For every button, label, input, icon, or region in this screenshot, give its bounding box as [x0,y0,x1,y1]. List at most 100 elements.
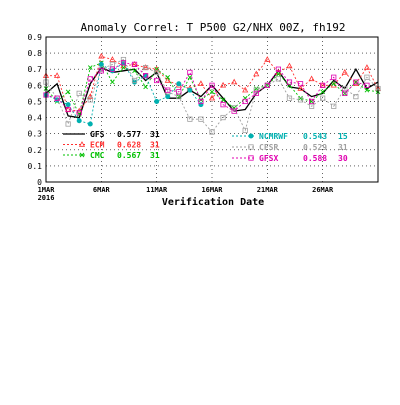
data-point [331,81,337,87]
legend-count: 30 [338,154,348,163]
legend-name: GFSX [259,154,278,163]
legend-item-gfsx: GFSX 0.588 30 [232,154,348,163]
y-tick-label: 0.2 [28,146,43,155]
data-point [109,61,115,67]
data-point [131,77,138,84]
data-point [143,84,148,90]
data-point [231,78,238,85]
data-point [364,82,370,88]
y-tick-label: 0.5 [28,97,43,106]
data-point [286,79,293,85]
data-point [98,68,104,74]
data-point [131,61,138,67]
data-point [98,52,105,59]
data-point [286,62,293,69]
data-point [76,90,82,96]
data-point [120,56,127,63]
legend-count: 31 [150,141,160,150]
x-tick-label: 21MAR [257,186,279,194]
legend-count: 31 [338,143,348,152]
data-point [308,103,315,109]
data-point [65,121,71,127]
x-tick-label: 16MAR [201,186,223,194]
data-point [275,66,282,72]
data-point [76,112,82,117]
legend-marker [78,141,86,147]
data-point [219,81,227,88]
data-point [320,82,326,88]
data-point [87,121,93,127]
y-tick-label: 0.6 [28,81,43,90]
series-layer [42,52,382,135]
data-point [253,90,259,96]
x-tick-label: 26MAR [312,186,334,194]
data-point [209,89,215,95]
data-point [297,85,304,91]
legend-item-cfsr: CFSR 0.529 31 [232,143,348,152]
chart-title: Anomaly Correl: T P500 G2/NHX 00Z, fh192 [81,21,346,34]
legend-name: ECM [90,141,105,150]
series-line-gfsx [45,62,368,114]
y-tick-label: 0.7 [28,65,43,74]
data-point [308,98,315,105]
data-point [297,81,304,87]
data-point [98,61,104,67]
data-point [87,76,93,82]
data-point [320,95,326,101]
data-point [187,74,193,80]
data-point [253,86,259,91]
legend-marker [248,155,254,161]
data-point [142,73,149,79]
data-point [110,79,115,85]
data-point [54,95,60,101]
data-point [109,56,116,62]
data-point [176,94,182,100]
data-point [109,66,115,72]
data-point [242,86,249,93]
legend-mean: 0.588 [303,154,327,163]
data-point [187,69,193,76]
x-tick-label: 11MAR [146,186,168,194]
legend-item-ncmrwf: NCMRWF 0.543 15 [232,132,348,141]
y-tick-label: 0.1 [28,162,43,171]
legend-name: CMC [90,151,105,160]
data-point [165,87,171,93]
legend-mean: 0.628 [117,141,141,150]
data-point [298,95,303,101]
data-point [65,106,71,113]
data-point [341,69,348,75]
x-tick-sublabel: 2016 [38,194,55,202]
data-point [364,74,370,80]
data-point [120,60,127,66]
data-point [342,90,348,96]
series-line-ncmrwf [45,62,202,125]
data-point [121,65,126,70]
data-point [87,97,93,103]
data-point [197,80,205,86]
legend-mean: 0.529 [303,143,327,152]
data-point [198,116,204,122]
data-point [165,94,171,100]
legend-mean: 0.543 [303,132,327,141]
legend-name: NCMRWF [259,132,288,141]
x-tick-label: 1MAR [38,186,56,194]
data-point [353,79,359,85]
legend-marker [79,152,85,158]
data-point [264,56,271,62]
data-point [142,65,149,71]
data-point [342,85,348,92]
data-point [187,87,193,93]
series-gfsx [43,60,370,116]
legend-mean: 0.567 [117,151,141,160]
legend-count: 31 [150,151,160,160]
data-point [242,127,248,134]
x-tick-label: 6MAR [93,186,111,194]
data-point [198,97,204,103]
data-point [231,108,237,114]
data-point [176,81,182,87]
data-point [209,82,215,88]
series-line-cmc [45,62,379,116]
data-point [264,82,270,88]
